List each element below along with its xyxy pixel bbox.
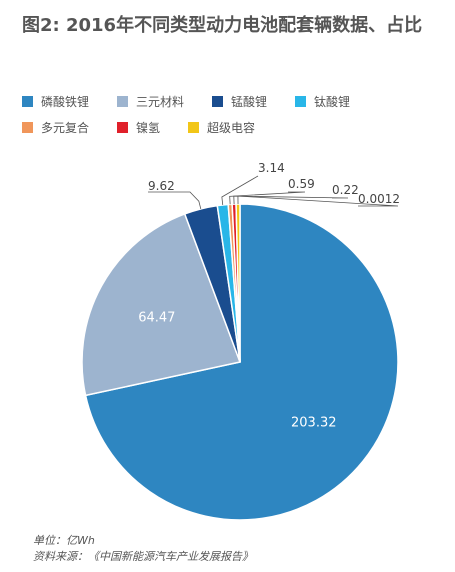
slice-label-composite: 0.59 — [288, 177, 315, 191]
legend-row-2: 多元复合 镍氢 超级电容 — [22, 114, 442, 140]
legend-swatch-lmo — [212, 95, 224, 107]
legend-label-supercap: 超级电容 — [207, 120, 256, 135]
legend-item-ternary: 三元材料 — [117, 93, 184, 110]
slice-label-supercap: 0.0012 — [358, 192, 400, 206]
legend-swatch-supercap — [188, 121, 200, 133]
legend-row-1: 磷酸铁锂 三元材料 锰酸锂 钛酸锂 — [22, 88, 442, 114]
legend-item-supercap: 超级电容 — [188, 119, 255, 136]
source-note: 资料来源：《中国新能源汽车产业发展报告》 — [33, 550, 253, 563]
legend-item-lmo: 锰酸锂 — [212, 93, 267, 110]
legend-label-nimh: 镍氢 — [136, 120, 161, 135]
legend-label-lto: 钛酸锂 — [314, 94, 351, 109]
unit-note: 单位：亿Wh — [33, 534, 95, 547]
slice-label-lto: 3.14 — [258, 161, 285, 175]
legend-label-lfp: 磷酸铁锂 — [41, 94, 90, 109]
leader-line-composite — [229, 191, 306, 205]
legend-label-ternary: 三元材料 — [136, 94, 185, 109]
leader-line-nimh — [233, 195, 349, 205]
legend-swatch-nimh — [117, 121, 129, 133]
legend-item-lto: 钛酸锂 — [295, 93, 350, 110]
leader-line-lto — [221, 175, 259, 205]
pie-slice-ternary — [81, 213, 242, 397]
slice-label-nimh: 0.22 — [332, 183, 359, 197]
legend-swatch-lfp — [22, 95, 33, 107]
pie-slice-lfp — [84, 203, 399, 521]
slice-label-ternary: 64.47 — [138, 311, 175, 326]
slice-label-lmo: 9.62 — [148, 179, 175, 193]
legend-item-lfp: 磷酸铁锂 — [22, 93, 89, 110]
legend-swatch-composite — [22, 121, 33, 133]
leader-line-supercap — [237, 195, 399, 207]
legend-label-lmo: 锰酸锂 — [231, 94, 268, 109]
legend: 磷酸铁锂 三元材料 锰酸锂 钛酸锂 多元复合 镍氢 超级电容 — [22, 88, 442, 140]
chart-title: 图2: 2016年不同类型动力电池配套辆数据、占比 — [22, 15, 423, 36]
slice-label-lfp: 203.32 — [291, 416, 337, 431]
legend-swatch-lto — [295, 95, 307, 107]
legend-label-composite: 多元复合 — [41, 120, 90, 135]
legend-item-composite: 多元复合 — [22, 119, 89, 136]
legend-swatch-ternary — [117, 95, 129, 107]
legend-item-nimh: 镍氢 — [117, 119, 160, 136]
leader-line-lmo — [148, 191, 202, 210]
